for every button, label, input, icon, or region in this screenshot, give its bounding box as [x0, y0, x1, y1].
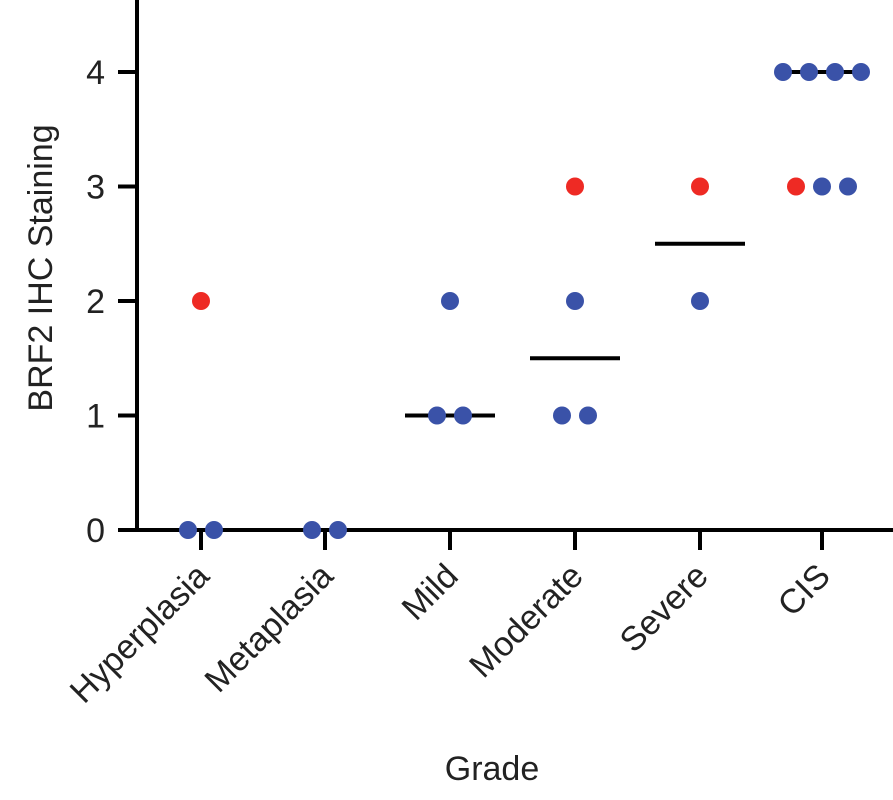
data-point [192, 292, 210, 310]
data-point [303, 521, 321, 539]
data-point [566, 292, 584, 310]
x-tick-label: Moderate [462, 557, 590, 685]
data-point [579, 406, 597, 425]
y-axis-title: BRF2 IHC Staining [22, 124, 60, 411]
data-point [441, 292, 459, 310]
x-tick-label: CIS [771, 557, 838, 624]
x-tick-label: Metaplasia [198, 557, 341, 700]
data-point [179, 521, 197, 539]
data-point [428, 406, 446, 425]
x-tick-label: Severe [613, 557, 716, 660]
median-lines [405, 70, 867, 418]
y-tick-label: 2 [86, 283, 105, 321]
data-point [553, 406, 571, 425]
data-point [774, 63, 792, 81]
data-point [826, 63, 844, 81]
data-point [329, 521, 347, 539]
data-point [813, 177, 831, 196]
data-point [839, 177, 857, 196]
x-tick-label: Mild [395, 557, 466, 628]
data-point [205, 521, 223, 539]
y-ticks: 0 1 2 3 4 [86, 54, 137, 550]
data-point [800, 63, 818, 81]
data-point [691, 292, 709, 310]
x-axis-title: Grade [445, 750, 540, 788]
data-points [179, 63, 870, 539]
data-point [566, 177, 584, 196]
y-tick-label: 3 [86, 169, 105, 207]
y-tick-label: 4 [86, 54, 105, 92]
x-tick-label: Hyperplasia [63, 557, 217, 711]
data-point [454, 406, 472, 425]
data-point [852, 63, 870, 81]
y-tick-label: 1 [86, 398, 105, 436]
data-point [787, 177, 805, 196]
axes [135, 0, 893, 532]
data-point [691, 177, 709, 196]
y-tick-label: 0 [86, 512, 105, 550]
